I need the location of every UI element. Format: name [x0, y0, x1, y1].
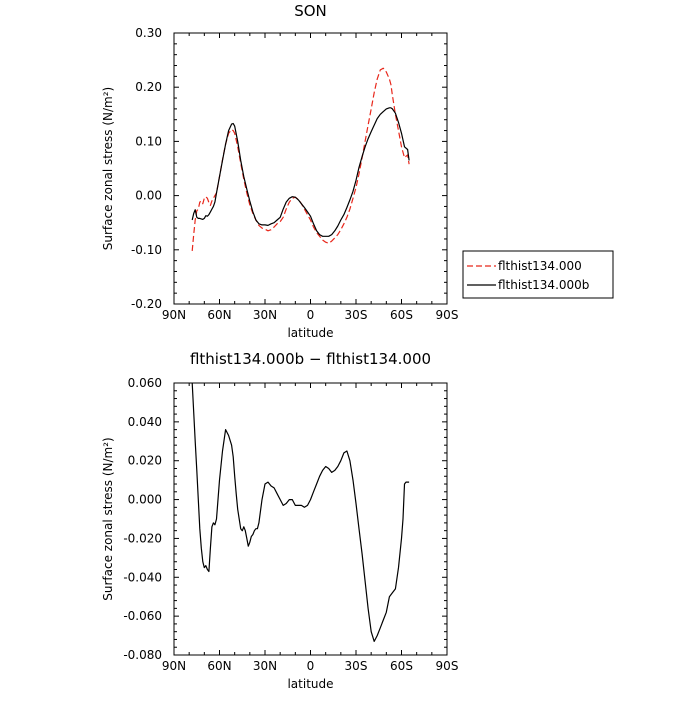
legend-label: flthist134.000	[498, 259, 582, 273]
y-tick-label: -0.20	[131, 297, 162, 311]
y-tick-label: 0.020	[128, 454, 162, 468]
x-tick-label: 90S	[436, 308, 459, 322]
x-tick-label: 30S	[345, 659, 368, 673]
x-tick-label: 90S	[436, 659, 459, 673]
x-tick-label: 90N	[162, 308, 186, 322]
series-line-difference	[191, 383, 410, 643]
x-tick-label: 30N	[253, 308, 277, 322]
x-tick-label: 60S	[390, 308, 413, 322]
x-axis-label: latitude	[287, 677, 333, 691]
x-tick-label: 60N	[207, 308, 231, 322]
plot-frame	[173, 32, 448, 305]
x-axis-label: latitude	[287, 326, 333, 340]
y-tick-label: 0.060	[128, 376, 162, 390]
series-line-flthist134-000	[191, 67, 410, 251]
y-tick-label: 0.040	[128, 415, 162, 429]
y-tick-label: -0.060	[123, 609, 162, 623]
x-tick-label: 0	[307, 308, 315, 322]
y-tick-label: 0.30	[135, 26, 162, 40]
y-tick-label: 0.000	[128, 493, 162, 507]
y-tick-label: -0.040	[123, 570, 162, 584]
y-tick-label: 0.00	[135, 189, 162, 203]
y-axis-label: Surface zonal stress (N/m²)	[101, 437, 115, 601]
y-tick-label: -0.10	[131, 243, 162, 257]
series-line-flthist134-000b	[191, 107, 410, 237]
bottom-panel: flthist134.000b − flthist134.000 90N 60N 30…	[101, 350, 458, 691]
x-tick-label: 60N	[207, 659, 231, 673]
x-tick-label: 0	[307, 659, 315, 673]
chart-title: SON	[294, 2, 327, 20]
top-panel: SON 90N 60N 30N 0 30S 60S 90S -0.20 -0.10 0.00 0.10…	[101, 2, 614, 340]
y-tick-label: 0.20	[135, 80, 162, 94]
x-tick-label: 30N	[253, 659, 277, 673]
y-tick-label: -0.020	[123, 531, 162, 545]
x-tick-label: 90N	[162, 659, 186, 673]
y-tick-label: -0.080	[123, 648, 162, 662]
legend-box	[462, 250, 614, 299]
plot-frame	[173, 382, 448, 656]
legend-label: flthist134.000b	[498, 278, 589, 292]
x-tick-label: 30S	[345, 308, 368, 322]
y-tick-label: 0.10	[135, 134, 162, 148]
chart-title: flthist134.000b − flthist134.000	[190, 350, 431, 368]
y-axis-label: Surface zonal stress (N/m²)	[101, 87, 115, 251]
x-tick-label: 60S	[390, 659, 413, 673]
